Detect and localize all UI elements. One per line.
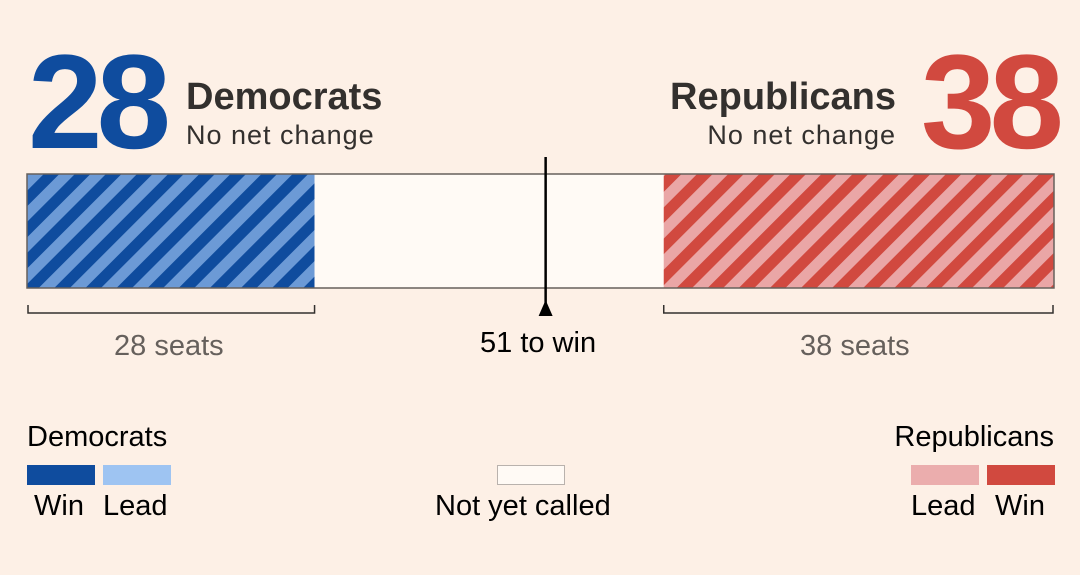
rep-seats-label: 38 seats [800,330,910,362]
dem-seats-label: 28 seats [114,330,224,362]
dem-segment [27,174,315,288]
legend-dem-lead-swatch [103,465,171,485]
legend-dem-lead-label: Lead [103,490,168,522]
dem-party-name: Democrats [186,76,383,118]
legend-dem-win-swatch [27,465,95,485]
threshold-marker [538,300,553,316]
dem-bracket [27,305,316,314]
legend-rep-win-swatch [987,465,1055,485]
legend-not-called-swatch [497,465,565,485]
rep-seat-count: 38 [920,28,1064,177]
legend-rep-title: Republicans [894,421,1054,453]
rep-segment [663,174,1054,288]
bar-outline [26,173,1055,289]
not-called-segment [314,174,664,288]
legend-rep-lead-swatch [911,465,979,485]
legend-rep-lead-label: Lead [911,490,976,522]
legend-dem-title: Democrats [27,421,168,453]
rep-bracket [662,305,1054,314]
legend-not-called-label: Not yet called [435,490,611,522]
threshold-label: 51 to win [480,327,597,359]
dem-seat-count: 28 [28,28,171,177]
legend-dem-win-label: Win [34,490,84,522]
rep-net-change: No net change [707,120,896,150]
rep-party-name: Republicans [670,76,896,118]
legend-rep-win-label: Win [995,490,1045,522]
seat-bar-chart [26,157,1055,316]
dem-net-change: No net change [186,120,375,150]
